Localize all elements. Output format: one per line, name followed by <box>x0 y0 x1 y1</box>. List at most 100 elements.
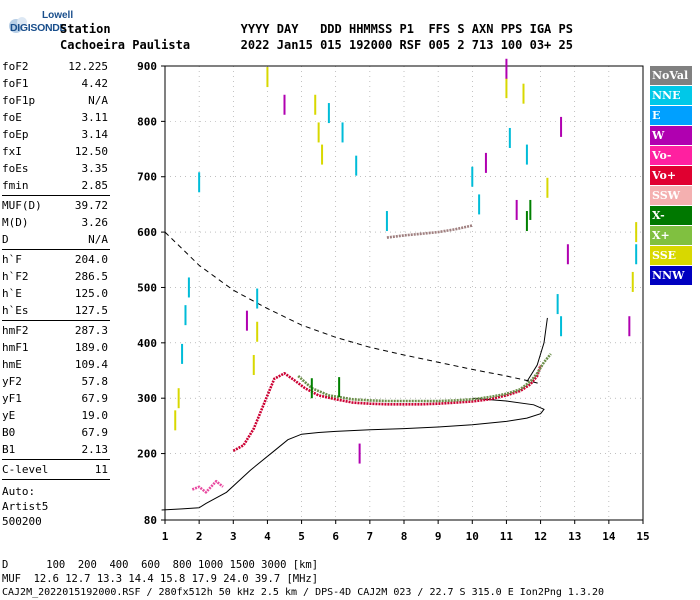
echo-point <box>635 244 638 265</box>
x-tick-label: 11 <box>500 530 514 543</box>
param-name: fxI <box>2 145 22 158</box>
y-tick-label: 200 <box>137 448 157 461</box>
x-tick-label: 6 <box>332 530 339 543</box>
param-name: MUF(D) <box>2 199 42 212</box>
param-name: M(D) <box>2 216 29 229</box>
x-tick-label: 9 <box>435 530 442 543</box>
param-row: foF1 4.42 <box>2 75 110 92</box>
echo-point <box>529 199 532 220</box>
legend-item: SSE <box>650 246 692 265</box>
logo-top-text: Lowell <box>42 10 74 21</box>
param-value: 3.35 <box>81 162 109 175</box>
x-tick-label: 1 <box>162 530 169 543</box>
echo-point <box>341 122 344 143</box>
echo-point <box>522 83 525 104</box>
digisonde-logo: Lowell DIGISONDE <box>8 10 73 38</box>
param-row: B0 67.9 <box>2 424 110 441</box>
echo-point <box>338 377 341 398</box>
param-row: MUF(D) 39.72 <box>2 197 110 214</box>
echo-point <box>560 316 563 337</box>
param-name: B1 <box>2 443 16 456</box>
legend-item: X+ <box>650 226 692 245</box>
param-name: hmF1 <box>2 341 29 354</box>
separator <box>2 459 110 460</box>
header-labels: Station YYYY DAY DDD HHMMSS P1 FFS S AXN… <box>60 22 573 36</box>
param-name: yF1 <box>2 392 22 405</box>
echo-point <box>321 144 324 165</box>
legend-item: SSW <box>650 186 692 205</box>
echo-point <box>252 354 255 375</box>
param-name: yE <box>2 409 16 422</box>
echo-point <box>310 378 313 399</box>
param-name: h`Es <box>2 304 29 317</box>
param-name: h`F <box>2 253 22 266</box>
legend-item: NoVal <box>650 66 692 85</box>
polarization-legend: NoVal NNE E W Vo- Vo+ SSW X- X+ SSE NNW <box>650 66 692 286</box>
param-value: 204.0 <box>74 253 108 266</box>
x-tick-label: 12 <box>534 530 547 543</box>
param-name: foF1p <box>2 94 36 107</box>
param-row: fxI 12.50 <box>2 143 110 160</box>
y-tick-label: 700 <box>137 171 157 184</box>
param-row: foE 3.11 <box>2 109 110 126</box>
x-tick-label: 8 <box>401 530 408 543</box>
param-row: C-level 11 <box>2 461 110 478</box>
x-tick-label: 10 <box>466 530 479 543</box>
param-row: foF2 12.225 <box>2 58 110 75</box>
echo-point <box>525 211 528 232</box>
param-name: B0 <box>2 426 16 439</box>
param-value: 127.5 <box>74 304 108 317</box>
separator <box>2 320 110 321</box>
param-row: foEs 3.35 <box>2 160 110 177</box>
echo-trace <box>232 364 542 452</box>
x-tick-label: 14 <box>602 530 616 543</box>
param-value: 189.0 <box>74 341 108 354</box>
param-row: yF1 67.9 <box>2 390 110 407</box>
footer-file-line: CAJ2M_2022015192000.RSF / 280fx512h 50 k… <box>2 587 605 598</box>
param-row: foF1p N/A <box>2 92 110 109</box>
echo-point <box>525 144 528 165</box>
param-value: 4.42 <box>81 77 109 90</box>
y-tick-label: 80 <box>144 514 157 527</box>
echo-point <box>484 152 487 173</box>
echo-point <box>184 305 187 326</box>
echo-trace <box>191 479 224 494</box>
echo-point <box>546 177 549 198</box>
param-row: yF2 57.8 <box>2 373 110 390</box>
footer-distance-line: D 100 200 400 600 800 1000 1500 3000 [km… <box>2 559 319 571</box>
echo-point <box>508 127 511 148</box>
params-group-confidence: C-level 11 <box>2 461 110 478</box>
echo-point <box>314 94 317 115</box>
echo-point <box>505 58 508 79</box>
legend-item: Vo- <box>650 146 692 165</box>
param-value: 125.0 <box>74 287 108 300</box>
model-curve <box>161 397 545 511</box>
legend-item: E <box>650 106 692 125</box>
separator <box>2 195 110 196</box>
echo-point <box>628 316 631 337</box>
echo-point <box>358 443 361 464</box>
param-row: B1 2.13 <box>2 441 110 458</box>
param-value: N/A <box>88 233 108 246</box>
params-group-profile: hmF2 287.3 hmF1 189.0 hmE 109.4 yF2 57.8 yF1 67.9… <box>2 322 110 458</box>
echo-point <box>256 321 259 342</box>
param-value: 67.9 <box>81 392 109 405</box>
y-tick-label: 800 <box>137 115 157 128</box>
params-group-frequencies: foF2 12.225 foF1 4.42 foF1p N/A foE 3.11 foEp 3.1… <box>2 58 110 194</box>
echo-point <box>556 294 559 315</box>
param-value: 67.9 <box>81 426 109 439</box>
echo-point <box>471 166 474 187</box>
param-row: hmF1 189.0 <box>2 339 110 356</box>
param-value: 12.50 <box>74 145 108 158</box>
param-name: yF2 <box>2 375 22 388</box>
echo-point <box>198 172 201 193</box>
echo-point <box>515 199 518 220</box>
param-row: hmF2 287.3 <box>2 322 110 339</box>
x-tick-label: 13 <box>568 530 581 543</box>
param-name: h`E <box>2 287 22 300</box>
param-value: 57.8 <box>81 375 109 388</box>
model-curve <box>164 231 541 385</box>
param-name: foEp <box>2 128 29 141</box>
echo-point <box>283 94 286 115</box>
